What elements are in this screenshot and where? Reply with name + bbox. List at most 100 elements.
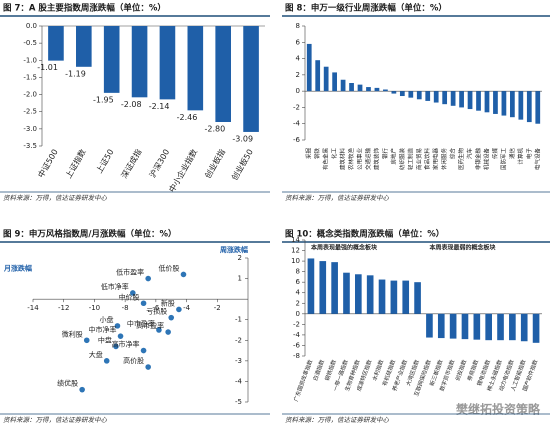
point-label: 微利股 xyxy=(62,329,83,338)
bar xyxy=(366,87,371,92)
bar xyxy=(509,313,516,341)
point xyxy=(83,337,90,344)
bar xyxy=(340,79,346,92)
y-tick-label: -2 xyxy=(235,336,242,344)
value-label: -2.46 xyxy=(177,113,198,122)
x-tick-label: 交通运输 xyxy=(364,148,372,171)
y-tick-label: -2 xyxy=(293,103,300,111)
x-tick-label: -2 xyxy=(214,304,221,312)
x-tick-label: 电子 xyxy=(525,148,533,160)
x-tick-label: -6 xyxy=(152,304,160,312)
point xyxy=(145,275,151,282)
bar xyxy=(131,26,148,98)
y-tick-label: 2 xyxy=(296,299,300,307)
y-tick-label: 14 xyxy=(291,236,300,244)
x-tick-label: 机械设备 xyxy=(482,148,490,171)
value-label: -1.19 xyxy=(65,69,86,78)
y-tick-label: 8 xyxy=(296,268,300,276)
bar xyxy=(378,279,386,314)
bar xyxy=(332,72,337,92)
point-label: 低市净率 xyxy=(101,282,129,291)
bar xyxy=(433,91,439,103)
bar xyxy=(501,91,507,116)
x-tick-label: 创业板50 xyxy=(229,147,255,182)
source: 资料来源：万得，信达证券研发中心 xyxy=(285,416,390,424)
x-tick-label: 化工 xyxy=(330,148,338,160)
x-tick-label: 建筑材料 xyxy=(339,148,347,171)
x-tick-label: 传媒 xyxy=(491,148,499,160)
x-tick-label: -8 xyxy=(122,304,129,312)
x-tick-label: 沪深300 xyxy=(147,147,171,179)
bar xyxy=(518,91,524,120)
chart-title: 图 7：A 股主要指数周涨跌幅（单位：%） xyxy=(3,3,166,14)
value-label: -2.14 xyxy=(149,102,170,111)
bar xyxy=(355,274,362,314)
bar xyxy=(416,91,422,100)
x-tick-label: 深证成指 xyxy=(119,147,144,180)
point-label: 大盘 xyxy=(89,350,103,359)
point-label: 低价股 xyxy=(159,263,180,272)
point xyxy=(140,300,147,307)
point-label: 高价股 xyxy=(123,356,144,365)
point xyxy=(140,347,147,354)
y-tick-label: 12 xyxy=(291,247,300,255)
y-tick-label: -5 xyxy=(235,398,242,406)
bar xyxy=(343,272,350,314)
bar xyxy=(243,26,259,132)
bar xyxy=(357,84,363,92)
bar xyxy=(493,91,498,114)
point-label: 高市盈率 xyxy=(136,321,164,330)
bar xyxy=(459,91,464,108)
x-tick-label: 创业板指 xyxy=(202,147,227,180)
point xyxy=(176,306,182,313)
point-label: 新股 xyxy=(161,298,175,307)
point xyxy=(113,343,119,350)
x-axis-title: 周涨跌幅 xyxy=(220,245,248,254)
x-tick-label: 中小企业指数 xyxy=(167,147,200,194)
bar xyxy=(408,91,414,98)
bar xyxy=(449,313,457,339)
bar xyxy=(319,261,327,314)
bar xyxy=(391,91,397,94)
value-label: -1.95 xyxy=(93,95,114,104)
x-tick-label: 中证500 xyxy=(36,147,60,179)
point-label: 低市盈率 xyxy=(116,268,144,277)
x-tick-label: 公用事业 xyxy=(356,148,364,171)
group-label: 本周表现最弱的概念板块 xyxy=(430,244,497,252)
bar xyxy=(159,26,176,100)
point-label: 小盘 xyxy=(99,315,113,324)
x-tick-label: 综合 xyxy=(449,148,457,160)
bar xyxy=(425,91,431,101)
point xyxy=(130,290,136,296)
bar xyxy=(467,91,473,110)
y-tick-label: 4 xyxy=(296,55,301,63)
bar xyxy=(187,26,204,111)
bar xyxy=(461,313,469,340)
y-tick-label: 2 xyxy=(238,254,242,262)
group-label: 本周表现最强的概念板块 xyxy=(311,244,378,252)
bar xyxy=(473,313,481,340)
bar xyxy=(331,262,338,314)
x-tick-label: 有色金属 xyxy=(322,148,330,170)
bar xyxy=(48,26,64,61)
y-tick-label: -3.5 xyxy=(23,142,37,150)
bar xyxy=(103,26,120,93)
y-axis-title: 月涨跌幅 xyxy=(3,263,32,272)
y-tick-label: -1 xyxy=(235,316,242,324)
x-tick-label: -14 xyxy=(27,304,39,312)
x-tick-label: 非银金融 xyxy=(474,148,482,171)
x-tick-label: 纺织服装 xyxy=(398,148,406,171)
point-label: 中市盈率 xyxy=(127,319,155,328)
bar xyxy=(76,26,92,67)
bar xyxy=(215,26,231,122)
point-label: 中盘 xyxy=(98,335,112,344)
y-tick-label: 0.0 xyxy=(26,22,37,30)
x-tick-label: 上证50 xyxy=(95,148,116,175)
x-tick-label: -10 xyxy=(89,304,100,312)
x-tick-label: 农林牧渔 xyxy=(347,148,355,171)
x-tick-label: 电气设备 xyxy=(533,148,541,171)
y-tick-label: 6 xyxy=(296,38,301,46)
bar xyxy=(442,91,448,105)
bar xyxy=(349,83,354,92)
